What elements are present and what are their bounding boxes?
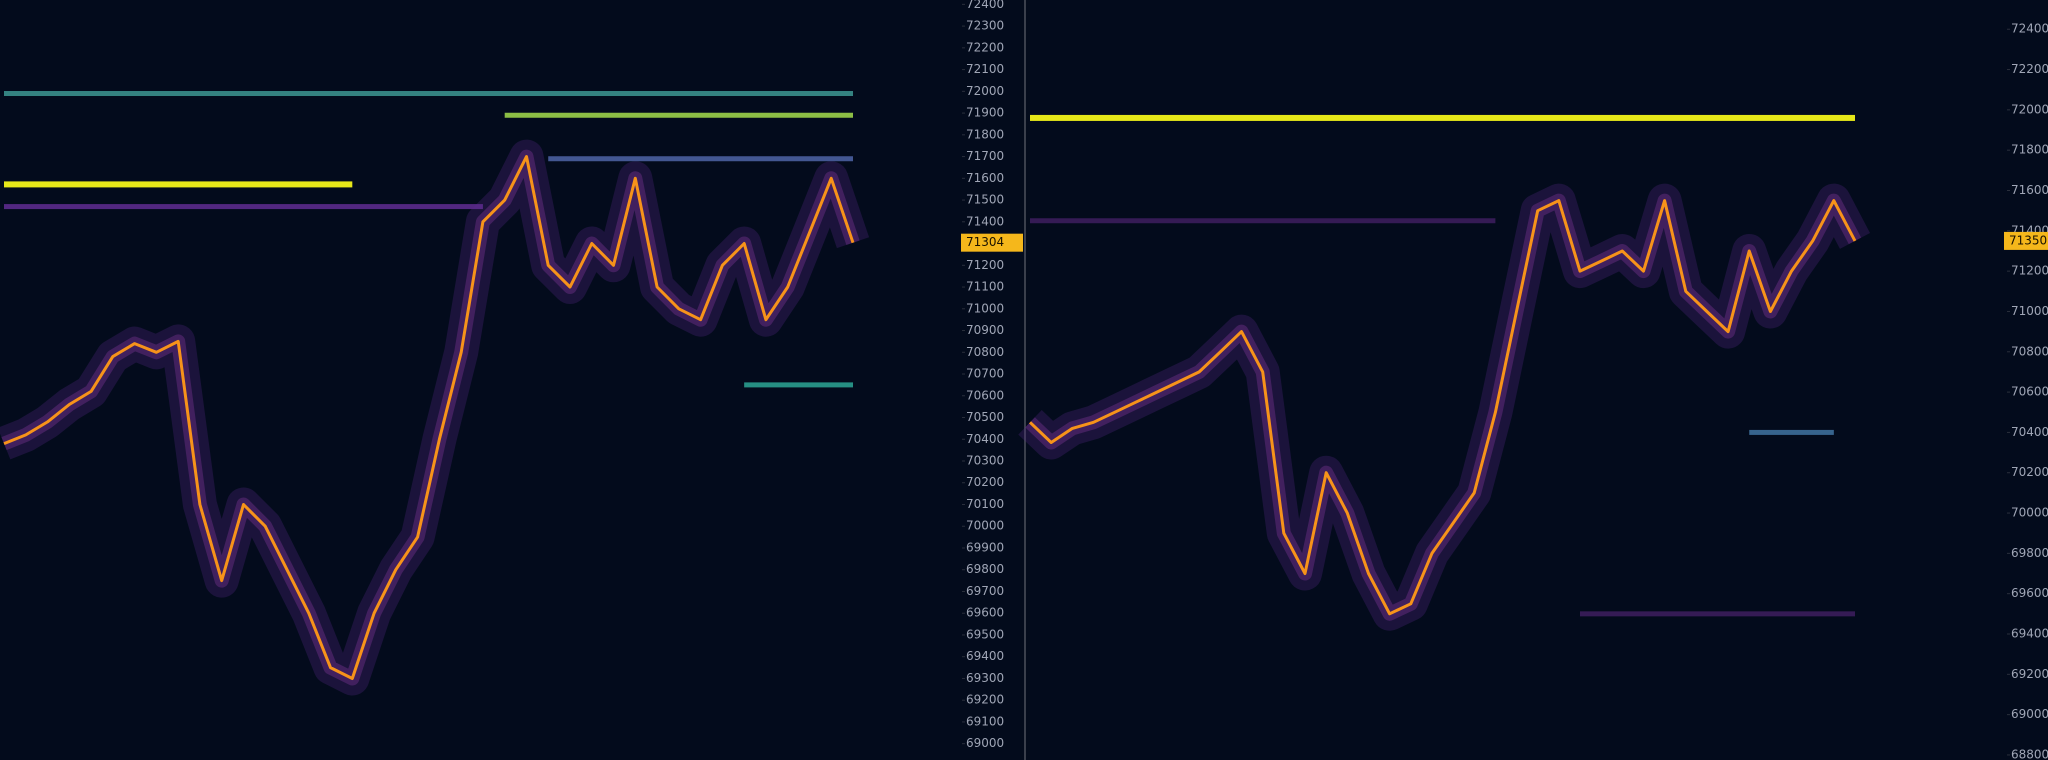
y-tick-label: 69500: [966, 627, 1004, 641]
y-tick-label: 72000: [966, 84, 1004, 98]
y-tick-label: 71900: [966, 106, 1004, 120]
y-tick-label: 70600: [2011, 385, 2048, 399]
y-tick-label: 71200: [966, 258, 1004, 272]
y-tick-label: 70400: [966, 432, 1004, 446]
y-tick-label: 71100: [966, 280, 1004, 294]
y-tick-label: 69600: [2011, 586, 2048, 600]
y-tick-label: 72400: [966, 0, 1004, 11]
liquidity-level: [4, 181, 353, 188]
y-tick-label: 70100: [966, 497, 1004, 511]
price-label: 71304: [966, 235, 1004, 249]
y-tick-label: 70500: [966, 410, 1004, 424]
y-tick-label: 71600: [2011, 183, 2048, 197]
y-tick-label: 69400: [966, 649, 1004, 663]
liquidity-level: [1030, 114, 1855, 121]
y-tick-label: 68800: [2011, 747, 2048, 760]
liquidity-level: [4, 204, 483, 210]
y-tick-label: 69900: [966, 540, 1004, 554]
y-tick-label: 71400: [966, 214, 1004, 228]
liquidity-level: [1030, 218, 1496, 224]
y-tick-label: 69800: [966, 562, 1004, 576]
y-tick-label: 71500: [966, 193, 1004, 207]
liquidity-level: [1749, 429, 1834, 435]
y-tick-label: 72100: [966, 62, 1004, 76]
y-tick-label: 69200: [2011, 667, 2048, 681]
y-tick-label: 70600: [966, 388, 1004, 402]
y-tick-label: 69600: [966, 606, 1004, 620]
y-tick-label: 70700: [966, 367, 1004, 381]
liquidity-level: [4, 91, 853, 97]
y-tick-label: 70200: [2011, 465, 2048, 479]
y-tick-label: 69000: [2011, 707, 2048, 721]
y-tick-label: 70800: [966, 345, 1004, 359]
y-tick-label: 69700: [966, 584, 1004, 598]
y-tick-label: 70800: [2011, 344, 2048, 358]
y-tick-label: 70200: [966, 475, 1004, 489]
liquidity-level: [1580, 611, 1855, 617]
y-tick-label: 72300: [966, 19, 1004, 33]
y-tick-label: 71200: [2011, 264, 2048, 278]
y-tick-label: 69800: [2011, 546, 2048, 560]
y-tick-label: 72200: [966, 40, 1004, 54]
liquidity-level: [744, 382, 853, 388]
price-line: [1028, 199, 1857, 616]
y-tick-label: 72200: [2011, 62, 2048, 76]
y-tick-label: 71800: [2011, 143, 2048, 157]
liquidity-level: [504, 112, 853, 118]
y-tick-label: 70900: [966, 323, 1004, 337]
y-tick-label: 71700: [966, 149, 1004, 163]
y-tick-label: 69200: [966, 693, 1004, 707]
y-tick-label: 70400: [2011, 425, 2048, 439]
y-tick-label: 69400: [2011, 627, 2048, 641]
price-label-box: [961, 233, 1023, 252]
price-label-box: [2004, 231, 2048, 250]
y-tick-label: 72000: [2011, 102, 2048, 116]
liquidity-level: [548, 156, 853, 162]
y-tick-label: 72400: [2011, 22, 2048, 36]
y-tick-label: 70000: [2011, 506, 2048, 520]
y-tick-label: 71000: [966, 301, 1004, 315]
price-line: [3, 155, 855, 680]
y-tick-label: 70300: [966, 454, 1004, 468]
y-tick-label: 71000: [2011, 304, 2048, 318]
y-tick-label: 70000: [966, 519, 1004, 533]
y-tick-label: 69300: [966, 671, 1004, 685]
y-tick-label: 71800: [966, 127, 1004, 141]
y-tick-label: 69100: [966, 714, 1004, 728]
price-label: 71350: [2009, 233, 2047, 247]
y-tick-label: 71600: [966, 171, 1004, 185]
y-tick-label: 69000: [966, 736, 1004, 750]
